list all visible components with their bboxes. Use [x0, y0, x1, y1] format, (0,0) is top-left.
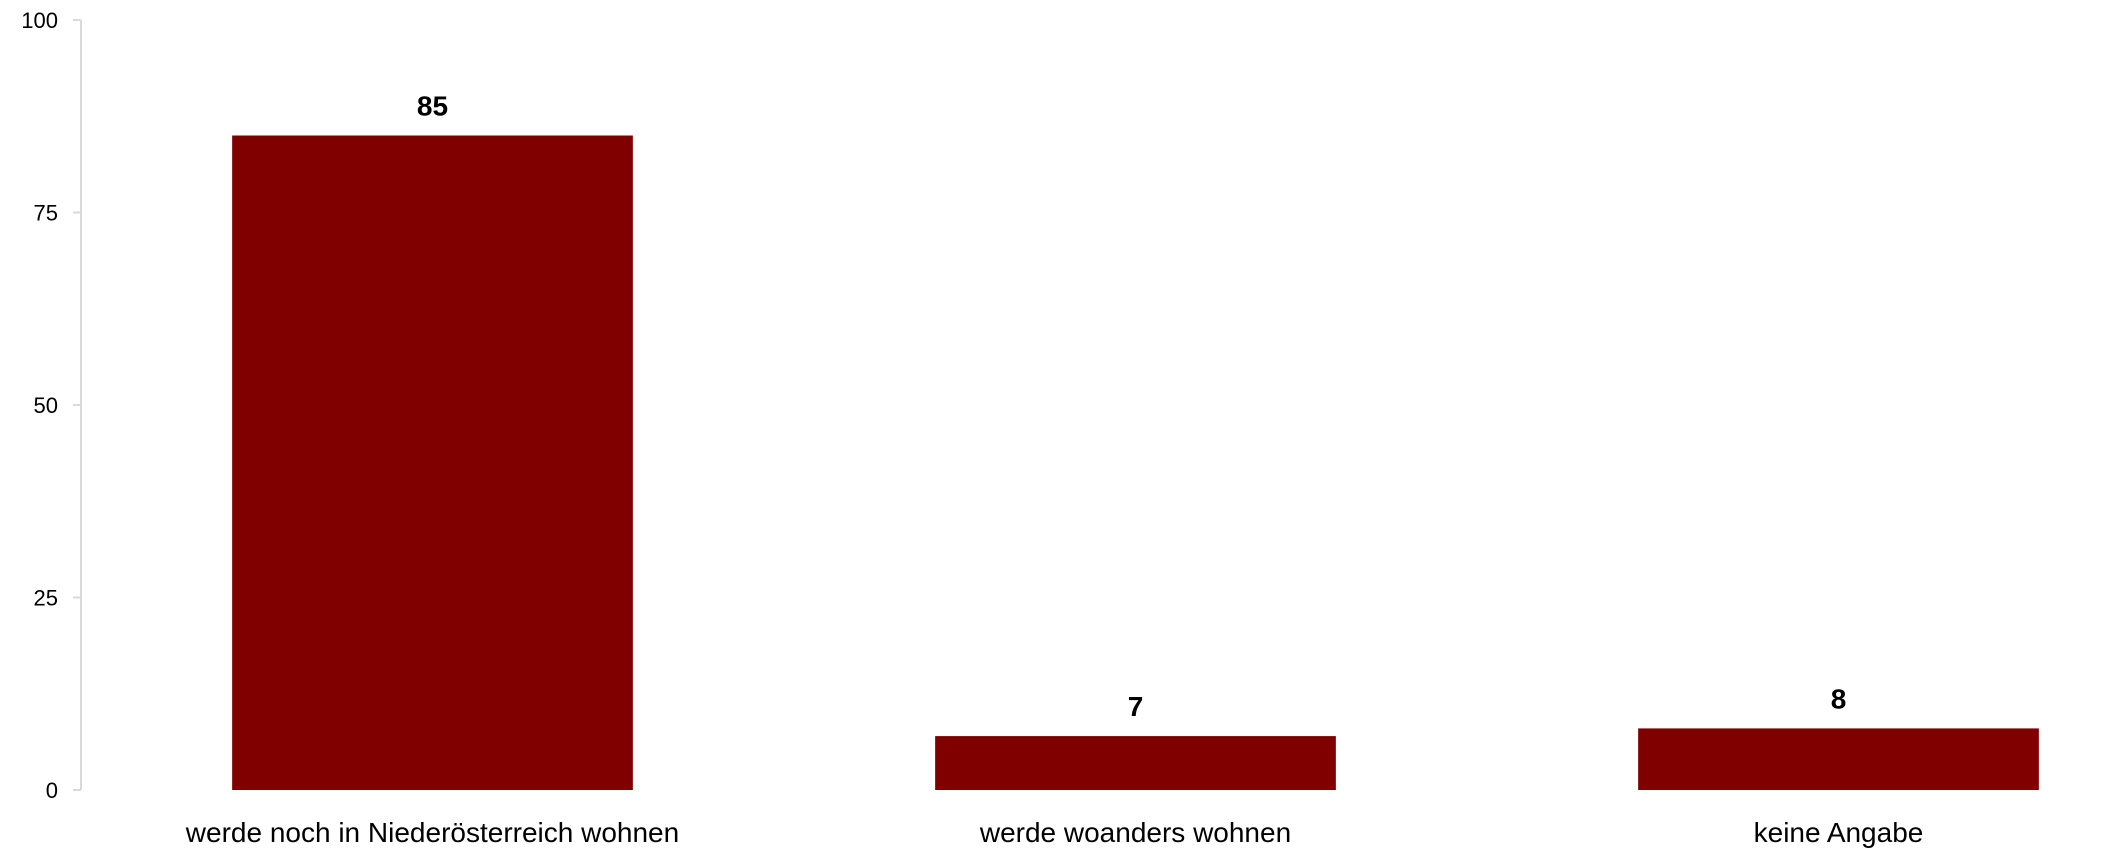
- bars-group: [232, 135, 2039, 790]
- y-tick-label: 0: [46, 778, 58, 803]
- data-labels-group: 85 7 8: [417, 91, 1846, 723]
- y-axis-ticks: 0 25 50 75 100: [21, 8, 81, 803]
- bar: [935, 736, 1336, 790]
- bar-value-label: 7: [1128, 691, 1144, 722]
- y-tick-label: 25: [34, 586, 58, 611]
- category-label: werde woanders wohnen: [979, 817, 1291, 848]
- bar-value-label: 85: [417, 91, 448, 122]
- y-tick-label: 50: [34, 393, 58, 418]
- bar: [1638, 728, 2039, 790]
- category-labels-group: werde noch in Niederösterreich wohnen wer…: [185, 817, 1924, 848]
- y-tick-label: 100: [21, 8, 58, 33]
- category-label: werde noch in Niederösterreich wohnen: [185, 817, 679, 848]
- bar-value-label: 8: [1831, 683, 1847, 714]
- y-tick-label: 75: [34, 201, 58, 226]
- category-label: keine Angabe: [1754, 817, 1924, 848]
- bar: [232, 135, 633, 790]
